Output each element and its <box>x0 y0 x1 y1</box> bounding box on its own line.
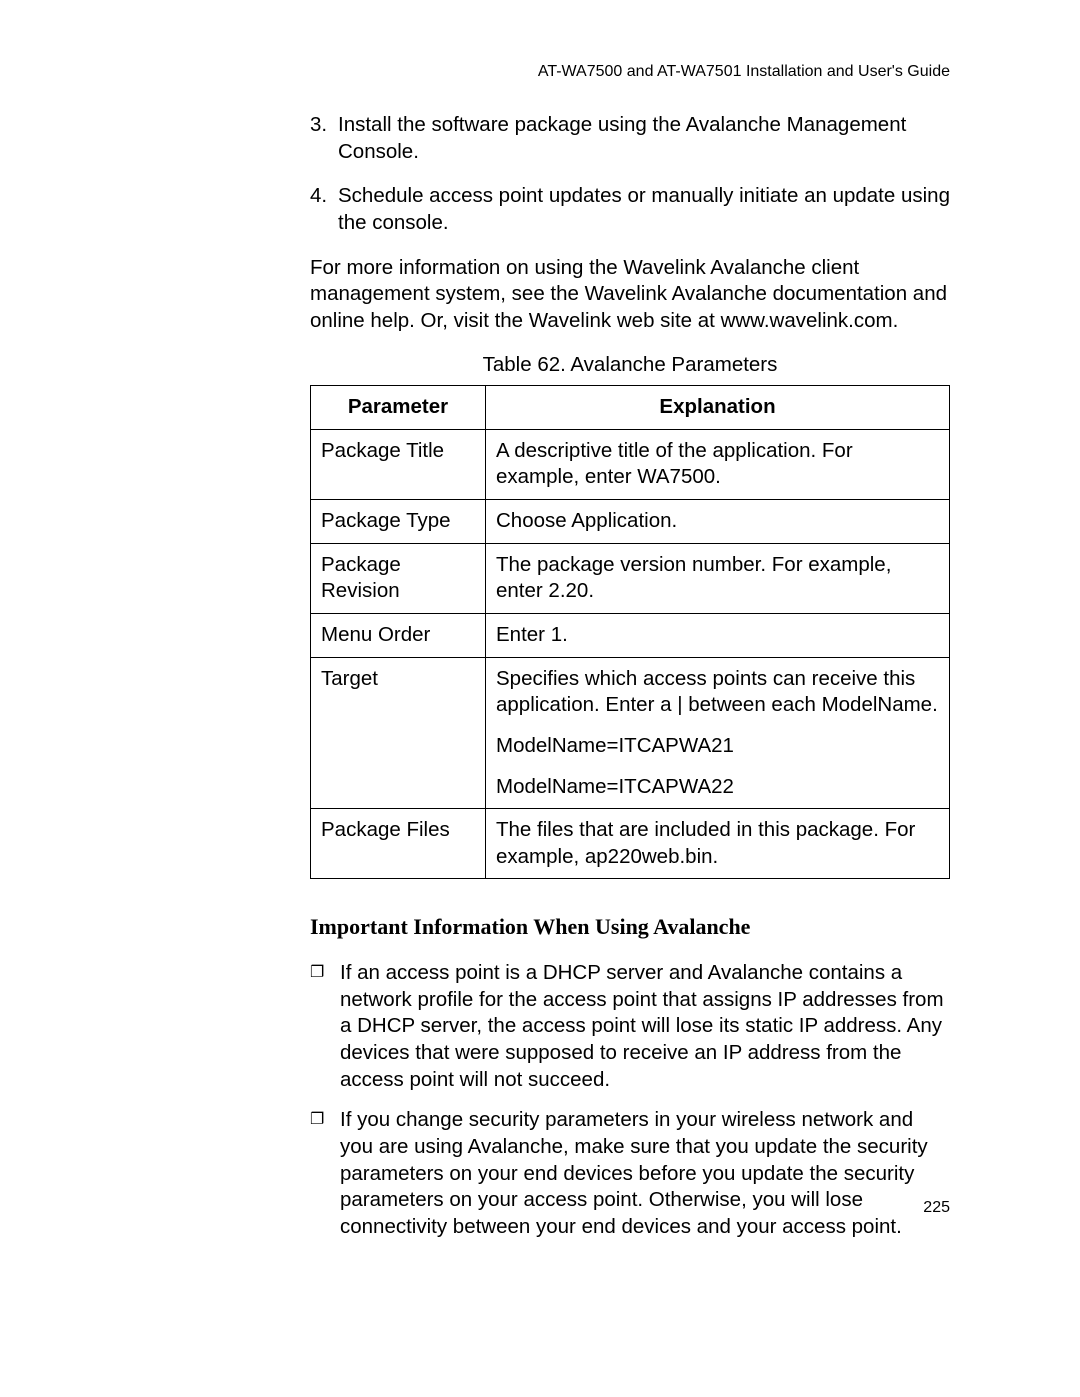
cell-parameter: Package Title <box>311 429 486 499</box>
column-header-explanation: Explanation <box>486 386 950 430</box>
bullet-icon: ❐ <box>310 960 340 1093</box>
cell-explanation: The package version number. For example,… <box>486 543 950 613</box>
cell-parameter: Package Revision <box>311 543 486 613</box>
list-number: 3. <box>310 112 338 165</box>
bullet-list-item: ❐ If you change security parameters in y… <box>310 1107 950 1240</box>
cell-text: Specifies which access points can receiv… <box>496 667 938 717</box>
running-header: AT-WA7500 and AT-WA7501 Installation and… <box>538 62 950 83</box>
list-text: Schedule access point updates or manuall… <box>338 183 950 236</box>
cell-explanation: A descriptive title of the application. … <box>486 429 950 499</box>
cell-parameter: Target <box>311 657 486 809</box>
cell-parameter: Package Type <box>311 500 486 544</box>
list-text: Install the software package using the A… <box>338 112 950 165</box>
bullet-text: If an access point is a DHCP server and … <box>340 960 950 1093</box>
document-page: AT-WA7500 and AT-WA7501 Installation and… <box>0 0 1080 1397</box>
ordered-list-item: 3. Install the software package using th… <box>310 112 950 165</box>
page-number: 225 <box>923 1198 950 1219</box>
cell-explanation: Specifies which access points can receiv… <box>486 657 950 809</box>
list-number: 4. <box>310 183 338 236</box>
table-row: Package Type Choose Application. <box>311 500 950 544</box>
page-content: 3. Install the software package using th… <box>310 112 950 1254</box>
paragraph: For more information on using the Waveli… <box>310 255 950 335</box>
table-header-row: Parameter Explanation <box>311 386 950 430</box>
table-row: Package Files The files that are include… <box>311 809 950 879</box>
parameters-table: Parameter Explanation Package Title A de… <box>310 385 950 879</box>
cell-explanation: Enter 1. <box>486 613 950 657</box>
bullet-list-item: ❐ If an access point is a DHCP server an… <box>310 960 950 1093</box>
table-row: Menu Order Enter 1. <box>311 613 950 657</box>
section-heading: Important Information When Using Avalanc… <box>310 913 950 942</box>
bullet-icon: ❐ <box>310 1107 340 1240</box>
ordered-list-item: 4. Schedule access point updates or manu… <box>310 183 950 236</box>
table-row: Package Title A descriptive title of the… <box>311 429 950 499</box>
table-caption: Table 62. Avalanche Parameters <box>310 352 950 379</box>
cell-parameter: Menu Order <box>311 613 486 657</box>
bullet-text: If you change security parameters in you… <box>340 1107 950 1240</box>
table-row: Package Revision The package version num… <box>311 543 950 613</box>
cell-text-line: ModelName=ITCAPWA21 <box>496 733 939 760</box>
table-row: Target Specifies which access points can… <box>311 657 950 809</box>
cell-parameter: Package Files <box>311 809 486 879</box>
cell-explanation: The files that are included in this pack… <box>486 809 950 879</box>
cell-text-line: ModelName=ITCAPWA22 <box>496 774 939 801</box>
cell-explanation: Choose Application. <box>486 500 950 544</box>
column-header-parameter: Parameter <box>311 386 486 430</box>
